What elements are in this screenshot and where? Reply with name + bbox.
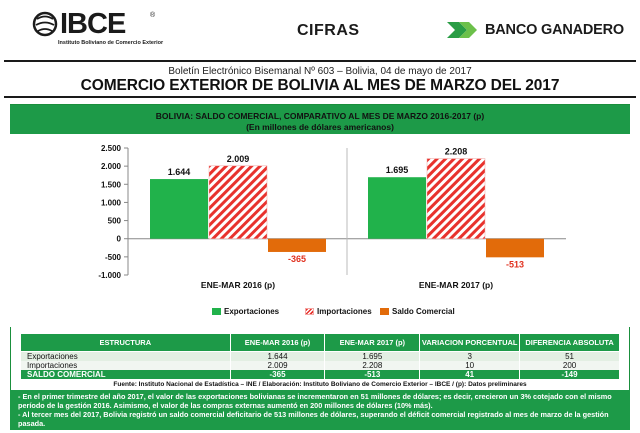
source-note: Fuente: Instituto Nacional de Estadístic… <box>113 381 527 388</box>
table-cell: Importaciones <box>20 361 231 370</box>
legend-saldo-comercial: Saldo Comercial <box>380 307 455 316</box>
bulletin-line: Boletín Electrónico Bisemanal Nº 603 – B… <box>168 66 472 77</box>
y-tick-label: 2.500 <box>101 144 122 153</box>
ibce-logo: IBCE ® Instituto Boliviano de Comercio E… <box>32 8 163 50</box>
chart-area: 2.500 2.000 1.500 1.000 500 0 -500 -1.000 1.644 2… <box>10 134 630 327</box>
col-variacion: VARIACION PORCENTUAL <box>419 333 521 352</box>
table-cell: -149 <box>519 370 620 379</box>
y-tick-label: 500 <box>108 217 122 226</box>
bar-saldo-comercial <box>268 238 326 252</box>
logo-wordmark: IBCE <box>60 8 126 40</box>
chart-subtitle: (En millones de dólares americanos) <box>246 122 394 132</box>
table-cell: 51 <box>519 351 620 361</box>
legend-exportaciones: Exportaciones <box>212 307 279 316</box>
table-cell: Exportaciones <box>20 351 231 361</box>
y-tick-label: -500 <box>105 253 122 262</box>
section-label: CIFRAS <box>297 22 360 39</box>
analysis-notes: - En el primer trimestre del año 2017, e… <box>10 390 630 430</box>
chart-title: BOLIVIA: SALDO COMERCIAL, COMPARATIVO AL… <box>155 111 485 121</box>
logo-subtitle: Instituto Boliviano de Comercio Exterior <box>58 40 164 46</box>
data-label-saldo-comercial: -365 <box>288 254 306 264</box>
table-cell: 2.208 <box>324 361 421 370</box>
table-cell: 10 <box>419 361 521 370</box>
bar-importaciones <box>426 158 486 239</box>
data-label-importaciones: 2.009 <box>227 154 250 164</box>
data-label-exportaciones: 1.644 <box>168 167 191 177</box>
y-tick-label: 1.500 <box>101 180 122 189</box>
bar-exportaciones <box>368 177 426 239</box>
x-category-label: ENE-MAR 2017 (p) <box>419 280 493 290</box>
bar-importaciones <box>208 165 268 239</box>
table-cell: -513 <box>324 370 421 379</box>
col-ene-mar-2016: ENE-MAR 2016 (p) <box>229 333 326 352</box>
note-paragraph: - Al tercer mes del 2017, Bolivia regist… <box>18 410 609 428</box>
legend-swatch-hatched <box>305 308 314 315</box>
col-ene-mar-2017: ENE-MAR 2017 (p) <box>324 333 421 352</box>
y-tick-label: 1.000 <box>101 198 122 207</box>
chart-title-band <box>10 105 630 134</box>
table-cell: 200 <box>519 361 620 370</box>
table-row: Importaciones 2.009 2.208 10 200 <box>20 361 620 370</box>
table-cell: -365 <box>229 370 326 379</box>
table-row: Exportaciones 1.644 1.695 3 51 <box>20 351 620 361</box>
logo-registered-mark: ® <box>150 12 156 19</box>
header-divider-top <box>4 60 636 62</box>
table-cell: 3 <box>419 351 521 361</box>
trade-table: ESTRUCTURA ENE-MAR 2016 (p) ENE-MAR 2017… <box>20 333 620 379</box>
data-label-importaciones: 2.208 <box>445 147 468 157</box>
table-cell: 2.009 <box>229 361 326 370</box>
page-title: COMERCIO EXTERIOR DE BOLIVIA AL MES DE M… <box>80 77 560 94</box>
x-category-label: ENE-MAR 2016 (p) <box>201 280 275 290</box>
bank-name: BANCO GANADERO <box>485 22 624 38</box>
page-header: IBCE ® Instituto Boliviano de Comercio E… <box>0 0 640 58</box>
legend-swatch-green <box>212 308 221 315</box>
table-row-total: SALDO COMERCIAL -365 -513 41 -149 <box>20 370 620 379</box>
table-cell: 41 <box>419 370 521 379</box>
globe-icon <box>32 11 58 37</box>
bar-saldo-comercial <box>486 238 544 258</box>
col-diferencia: DIFERENCIA ABSOLUTA <box>519 333 620 352</box>
y-tick-label: -1.000 <box>98 271 121 280</box>
data-label-exportaciones: 1.695 <box>386 165 409 175</box>
chart-legend: Exportaciones Importaciones Saldo Comerc… <box>0 307 640 321</box>
y-tick-label: 2.000 <box>101 162 122 171</box>
bank-chevron-icon <box>447 22 477 38</box>
table-cell: 1.644 <box>229 351 326 361</box>
y-tick-label: 0 <box>117 235 122 244</box>
data-label-saldo-comercial: -513 <box>506 259 524 269</box>
table-cell: 1.695 <box>324 351 421 361</box>
header-divider-bottom <box>4 96 636 98</box>
table-cell: SALDO COMERCIAL <box>20 370 231 379</box>
col-estructura: ESTRUCTURA <box>20 333 231 352</box>
legend-swatch-orange <box>380 308 389 315</box>
legend-importaciones: Importaciones <box>305 307 372 316</box>
note-paragraph: - En el primer trimestre del año 2017, e… <box>18 392 612 410</box>
bar-exportaciones <box>150 179 208 239</box>
bar-chart: 2.500 2.000 1.500 1.000 500 0 -500 -1.000 1.644 2… <box>98 144 566 290</box>
table-header-row: ESTRUCTURA ENE-MAR 2016 (p) ENE-MAR 2017… <box>20 333 620 352</box>
